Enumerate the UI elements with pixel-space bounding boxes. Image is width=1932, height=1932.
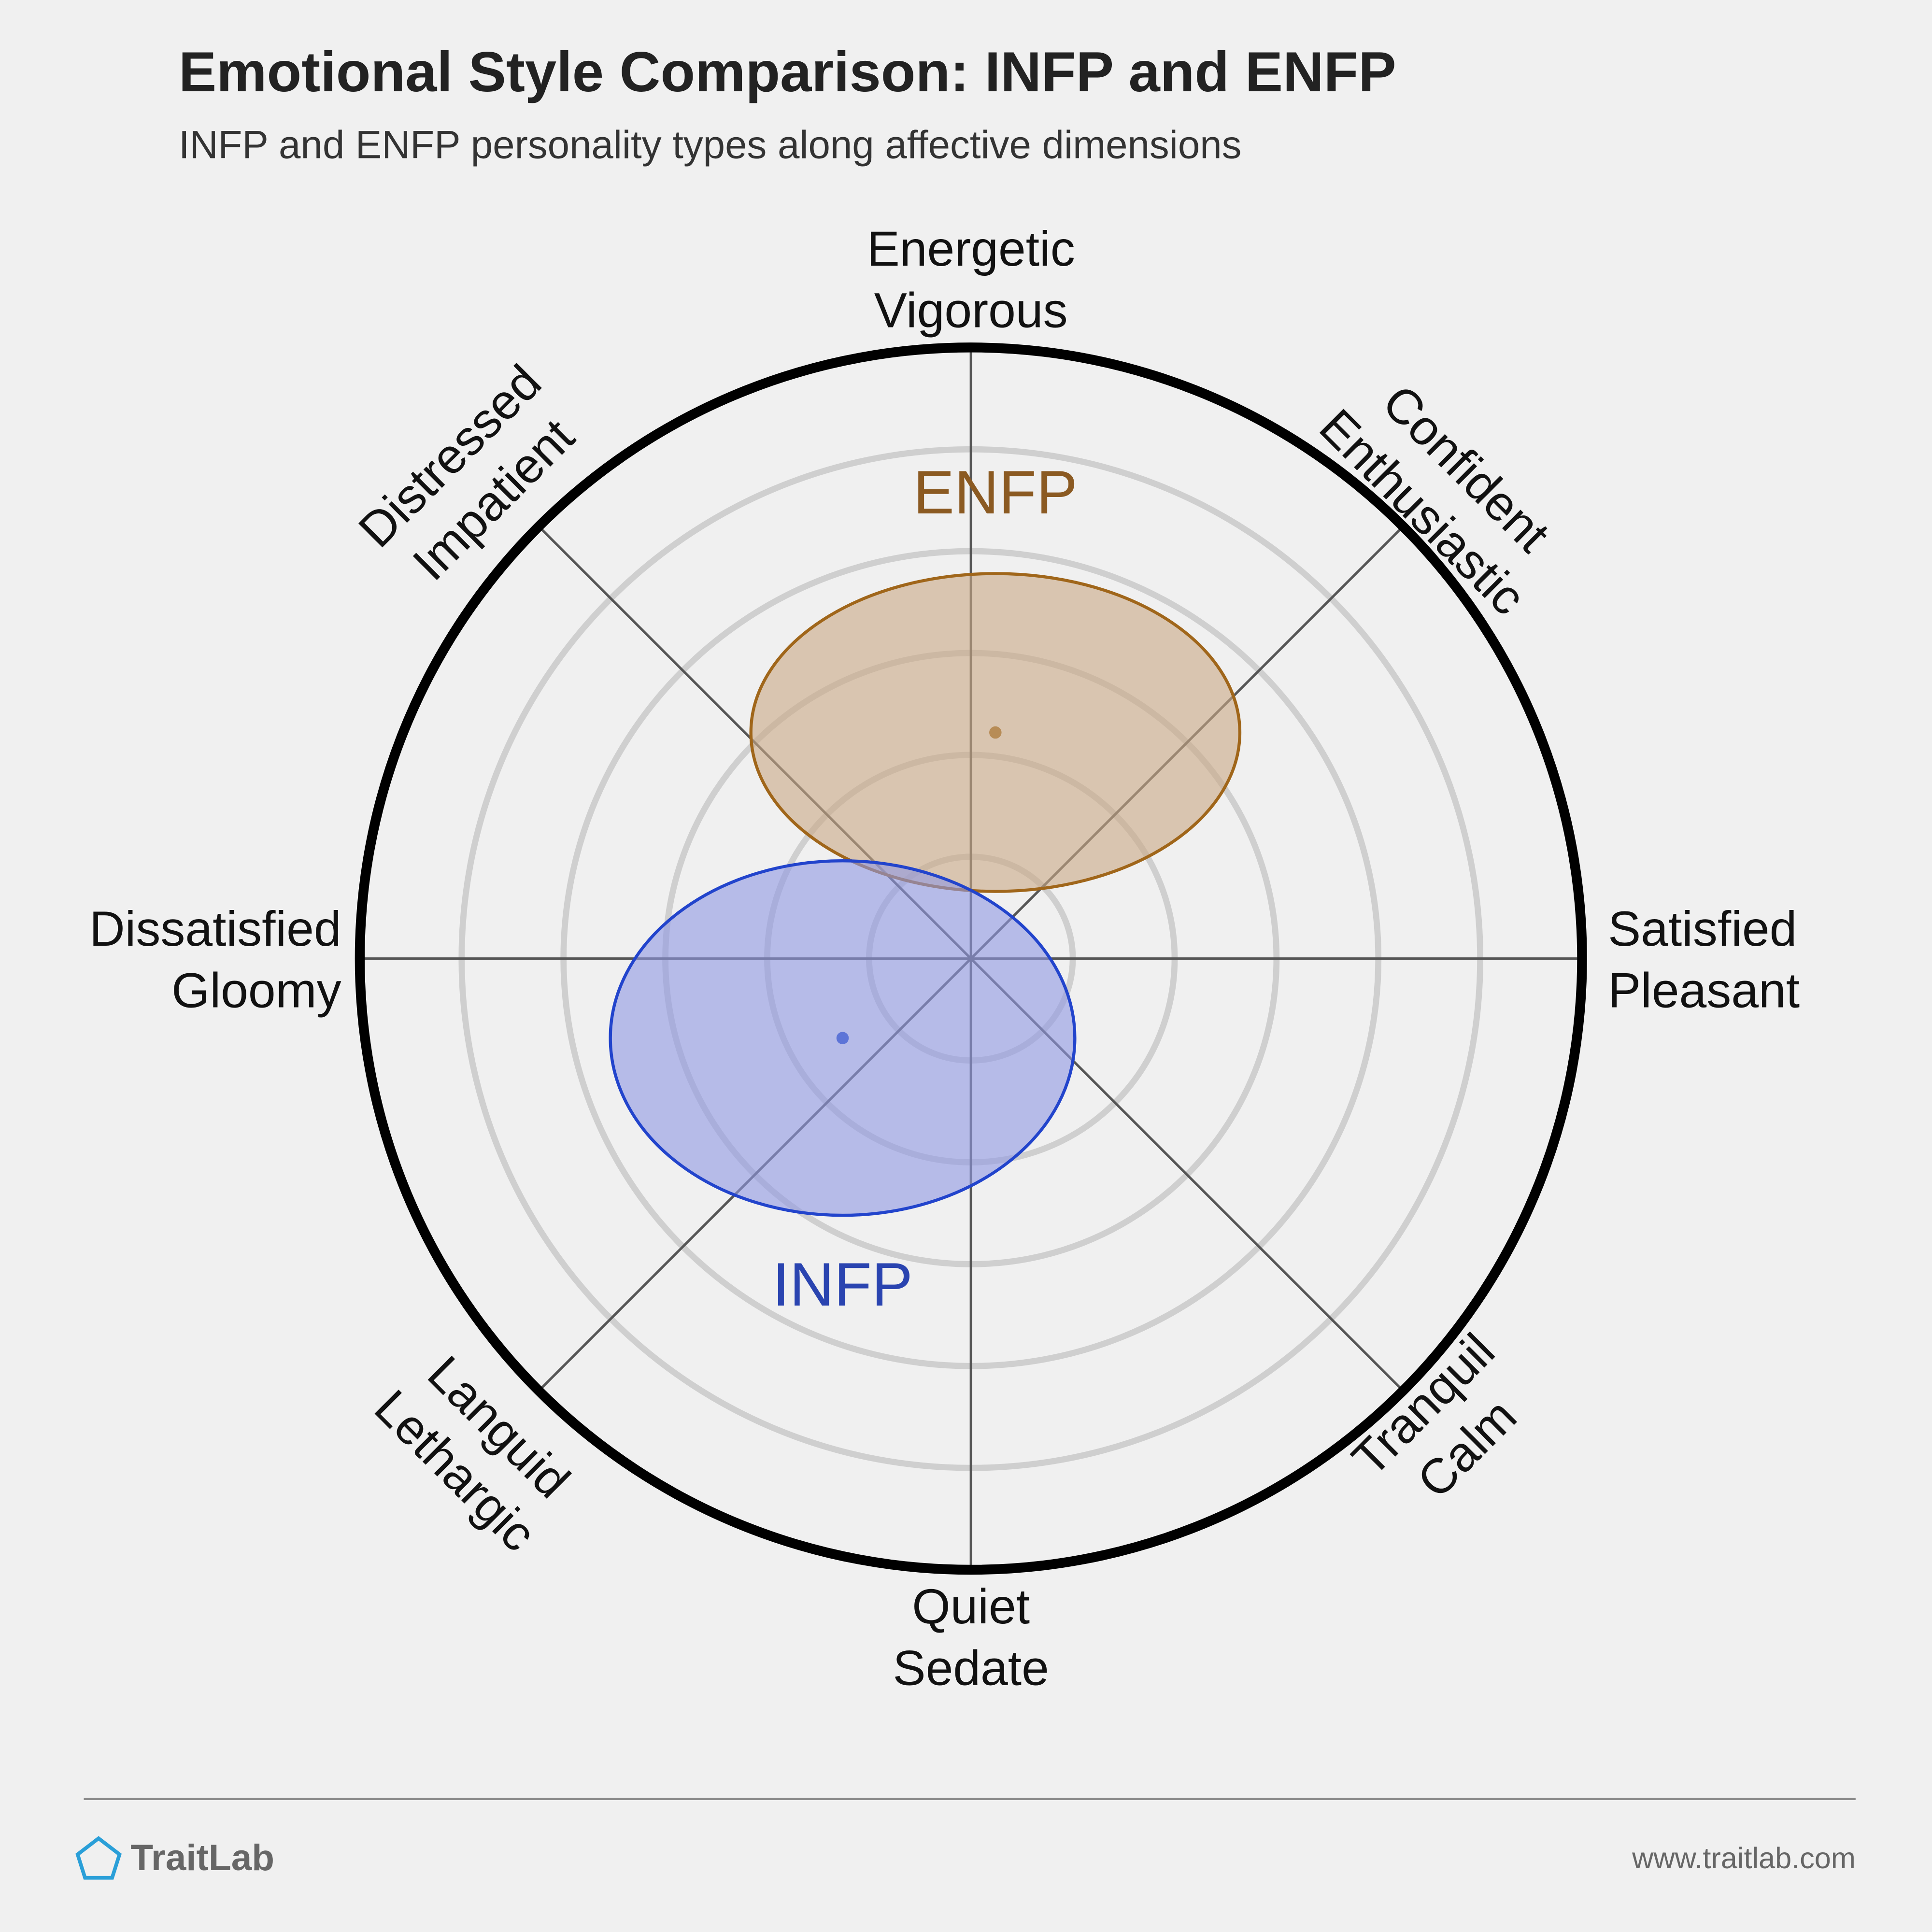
chart-subtitle: INFP and ENFP personality types along af… [179, 123, 1242, 167]
series-label: INFP [772, 1250, 913, 1319]
axis-label-line: Sedate [893, 1641, 1049, 1696]
axis-label: Energetic Vigorous [867, 221, 1075, 338]
axis-label-line: Gloomy [171, 963, 341, 1018]
axis-label: Satisfied Pleasant [1608, 901, 1800, 1018]
axis-label-line: Energetic [867, 221, 1075, 276]
chart-title: Emotional Style Comparison: INFP and ENF… [179, 40, 1396, 103]
axis-label-line: Vigorous [874, 283, 1068, 338]
axis-label: Quiet Sedate [893, 1579, 1049, 1696]
axis-label-line: Quiet [912, 1579, 1030, 1634]
axis-label-line: Dissatisfied [89, 901, 341, 956]
axis-label: Dissatisfied Gloomy [89, 901, 341, 1018]
center-dot [836, 1032, 849, 1044]
axis-label-line: Pleasant [1608, 963, 1800, 1018]
outer-ring [355, 342, 1587, 1575]
series-label: ENFP [913, 458, 1078, 527]
footer-url: www.traitlab.com [1632, 1842, 1856, 1875]
brand-name: TraitLab [130, 1837, 274, 1878]
axis-label-line: Satisfied [1608, 901, 1797, 956]
center-dot [989, 726, 1002, 739]
brand-logo [75, 1836, 122, 1880]
